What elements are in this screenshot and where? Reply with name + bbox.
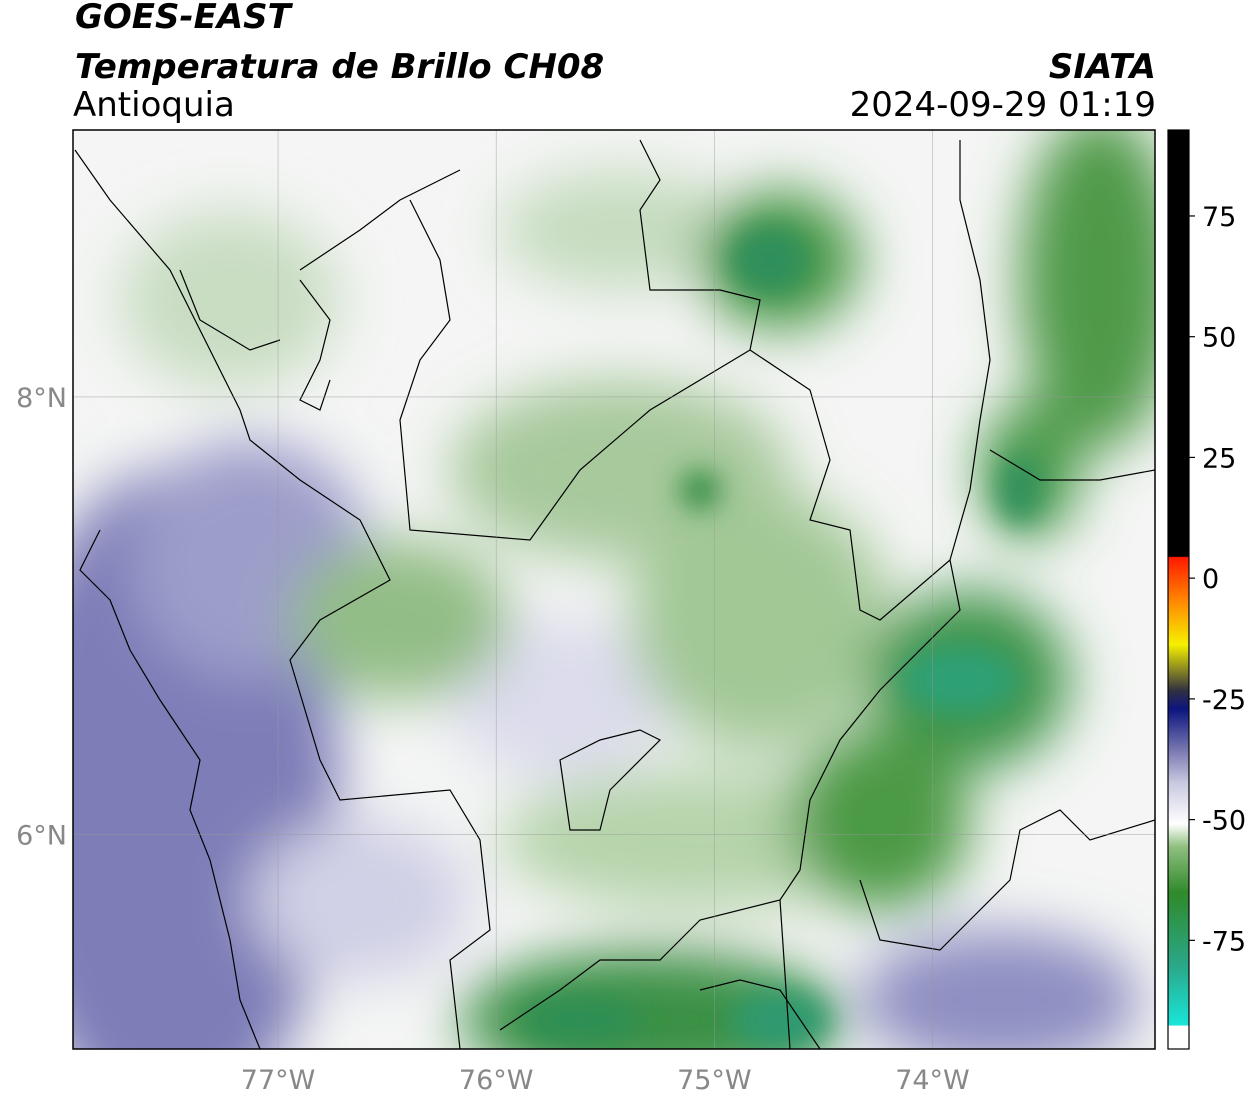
lat-tick-label: 8°N [16, 383, 67, 414]
satellite-image [73, 130, 1155, 1049]
satellite: GOES-EAST [75, 0, 294, 37]
colorbar-tick-label: -50 [1202, 806, 1246, 837]
colorbar-tick-label: 25 [1202, 443, 1236, 474]
colorbar-tick-label: 50 [1202, 323, 1236, 354]
lon-tick-label: 77°W [241, 1065, 316, 1096]
colorbar-tick-label: -25 [1202, 685, 1246, 716]
colorbar-tick-label: 0 [1202, 564, 1219, 595]
colorbar-tick-label: 75 [1202, 202, 1236, 233]
lon-tick-label: 74°W [895, 1065, 970, 1096]
source: SIATA [1049, 47, 1156, 87]
datetime: 2024-09-29 01:19 [850, 85, 1156, 125]
region: Antioquia [73, 85, 235, 125]
lat-tick-label: 6°N [16, 821, 67, 852]
map-frame [72, 129, 1156, 1050]
colorbar [1167, 129, 1190, 1050]
product: Temperatura de Brillo CH08 [75, 47, 604, 87]
lon-tick-label: 76°W [459, 1065, 534, 1096]
colorbar-tick-label: -75 [1202, 926, 1246, 957]
lon-tick-label: 75°W [677, 1065, 752, 1096]
